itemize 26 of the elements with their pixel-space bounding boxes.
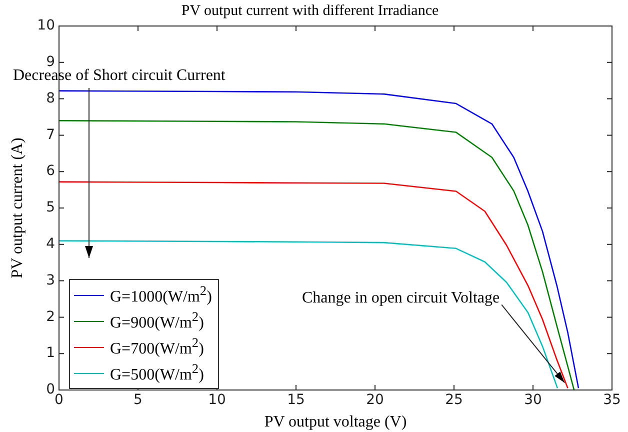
x-axis-title: PV output voltage (V) bbox=[264, 414, 407, 431]
x-tick-label: 35 bbox=[603, 392, 621, 408]
x-tick-label: 15 bbox=[287, 392, 305, 408]
x-tick-label: 20 bbox=[366, 392, 384, 408]
legend-label: G=1000(W/m$^{2}$) bbox=[110, 283, 212, 307]
y-tick-label: 2 bbox=[46, 308, 56, 325]
y-tick-label: 7 bbox=[46, 126, 56, 143]
y-axis-title: PV output current (A) bbox=[8, 138, 26, 278]
legend-label: G=900(W/m$^{2}$) bbox=[110, 309, 204, 333]
y-tick-label: 8 bbox=[46, 90, 56, 106]
y-tick-label: 9 bbox=[46, 54, 56, 70]
x-tick-label: 30 bbox=[524, 392, 542, 408]
legend-label: G=500(W/m$^{2}$) bbox=[110, 361, 204, 385]
annotation: Change in open circuit Voltage bbox=[302, 290, 500, 307]
x-tick-label: 25 bbox=[445, 392, 463, 408]
y-tick-label: 1 bbox=[46, 345, 56, 362]
y-tick-label: 6 bbox=[46, 163, 56, 180]
y-tick-label: 0 bbox=[46, 382, 56, 398]
y-tick-label: 4 bbox=[46, 236, 56, 252]
x-tick-label: 10 bbox=[208, 392, 226, 408]
chart-title: PV output current with different Irradiance bbox=[181, 2, 439, 19]
y-tick-label: 10 bbox=[37, 18, 56, 34]
y-tick-label: 3 bbox=[46, 272, 56, 288]
y-tick-label: 5 bbox=[46, 200, 56, 216]
legend-label: G=700(W/m$^{2}$) bbox=[110, 335, 204, 359]
x-tick-label: 5 bbox=[134, 392, 142, 408]
